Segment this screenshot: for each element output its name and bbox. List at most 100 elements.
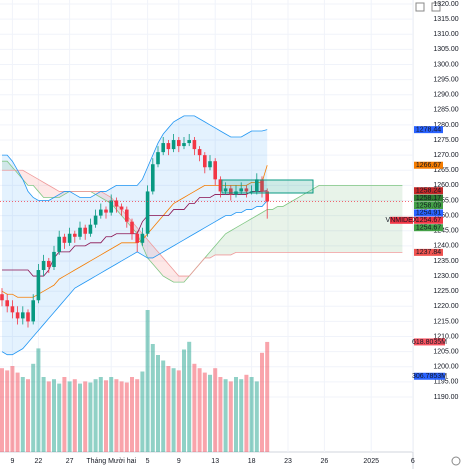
candle-body bbox=[114, 200, 119, 207]
price-tag bbox=[414, 202, 443, 210]
cloud-fill bbox=[386, 185, 392, 253]
y-tick-label: 1245.00 bbox=[433, 228, 458, 235]
x-tick-label: Tháng Mười hai bbox=[86, 458, 136, 465]
candle-body bbox=[41, 260, 46, 271]
candle-body bbox=[249, 191, 254, 193]
x-tick-label: 5 bbox=[146, 458, 150, 465]
ema-line bbox=[1, 165, 268, 298]
candle-body bbox=[182, 143, 186, 147]
volume-bar bbox=[265, 341, 270, 452]
volume-bar bbox=[208, 374, 212, 452]
x-tick-label: 9 bbox=[10, 458, 14, 465]
volume-bar bbox=[145, 310, 150, 452]
cloud-fill bbox=[220, 233, 226, 255]
candle-body bbox=[119, 206, 124, 210]
drawn-box bbox=[221, 179, 314, 194]
candle-body bbox=[47, 260, 51, 268]
volume-bar bbox=[140, 371, 145, 452]
y-tick-label: 1235.00 bbox=[433, 258, 458, 265]
home-icon[interactable] bbox=[415, 2, 425, 12]
y-tick-label: 1205.00 bbox=[433, 348, 458, 355]
candle-body bbox=[161, 143, 165, 153]
price-tag bbox=[414, 194, 443, 202]
volume-bar bbox=[57, 383, 62, 452]
candle-body bbox=[223, 188, 228, 192]
candle-body bbox=[244, 188, 249, 192]
cloud-fill bbox=[48, 185, 54, 198]
x-tick-label: 9 bbox=[177, 458, 181, 465]
candle-body bbox=[26, 312, 30, 322]
base-line bbox=[2, 190, 268, 277]
volume-bar bbox=[254, 381, 259, 452]
price-tag-label: 1278.44 bbox=[416, 126, 441, 133]
price-tag bbox=[414, 161, 443, 169]
price-tag-label: 1258.09 bbox=[416, 202, 441, 209]
candle-body bbox=[197, 149, 202, 156]
candle-body bbox=[93, 215, 98, 225]
cloud-fill bbox=[293, 197, 299, 253]
price-tag bbox=[414, 209, 443, 217]
y-tick-label: 1230.00 bbox=[433, 273, 458, 280]
price-tag bbox=[414, 216, 443, 224]
cloud-fill bbox=[267, 209, 273, 253]
cloud-fill bbox=[43, 182, 49, 198]
y-tick-label: 1240.00 bbox=[433, 243, 458, 250]
price-tag bbox=[414, 126, 443, 134]
x-tick-label: 13 bbox=[211, 458, 219, 465]
candle-body bbox=[104, 209, 108, 213]
candle-body bbox=[57, 236, 61, 252]
candle-body bbox=[31, 300, 35, 322]
volume-bar bbox=[192, 363, 197, 452]
cloud-fill bbox=[298, 194, 304, 253]
y-tick-label: 1310.00 bbox=[433, 31, 458, 38]
cloud-fill bbox=[381, 185, 387, 253]
y-tick-label: 1320.00 bbox=[433, 1, 458, 8]
cloud-fill bbox=[7, 161, 13, 171]
candle-body bbox=[145, 191, 150, 234]
cloud-fill bbox=[350, 185, 356, 253]
volume-bar bbox=[46, 381, 51, 452]
volume-bar bbox=[52, 379, 56, 452]
candle-body bbox=[130, 221, 134, 234]
symbol-tag bbox=[390, 216, 413, 224]
candle-body bbox=[218, 179, 223, 192]
candle-body bbox=[229, 188, 233, 195]
candle-body bbox=[52, 251, 56, 268]
cloud-fill bbox=[236, 224, 242, 253]
settings-button[interactable] bbox=[451, 456, 461, 466]
volume-ma-label: 306.7853M bbox=[412, 373, 447, 380]
y-tick-label: 1290.00 bbox=[433, 92, 458, 99]
volume-bar bbox=[187, 341, 192, 452]
y-tick-label: 1285.00 bbox=[433, 107, 458, 114]
y-tick-label: 1315.00 bbox=[433, 16, 458, 23]
band-fill bbox=[2, 115, 268, 355]
y-tick-label: 1220.00 bbox=[433, 303, 458, 310]
price-tag-label: 1237.84 bbox=[416, 249, 441, 256]
cloud-fill bbox=[178, 276, 184, 283]
band-lower-line bbox=[1, 200, 268, 356]
volume-tag bbox=[414, 338, 445, 346]
cloud-fill bbox=[282, 203, 288, 253]
cloud-fill bbox=[360, 185, 366, 253]
volume-tag-label: 618.8035M bbox=[412, 339, 447, 346]
volume-bar bbox=[202, 372, 207, 452]
candle-body bbox=[62, 236, 67, 243]
cloud-fill bbox=[345, 185, 351, 253]
cloud-fill bbox=[2, 161, 8, 171]
candle-body bbox=[0, 294, 4, 301]
candle-body bbox=[192, 140, 197, 150]
candle-body bbox=[36, 270, 41, 301]
volume-bar bbox=[249, 377, 254, 452]
cloud-fill bbox=[59, 191, 65, 198]
candle-body bbox=[99, 209, 103, 216]
volume-bar bbox=[20, 377, 25, 452]
candle-body bbox=[208, 161, 212, 168]
cloud-fill bbox=[288, 200, 294, 253]
settings-icon[interactable] bbox=[431, 2, 441, 12]
candle-body bbox=[166, 143, 171, 150]
candle-body bbox=[203, 155, 207, 168]
price-tag-label: 1254.67 bbox=[416, 225, 441, 232]
volume-bar bbox=[0, 368, 4, 452]
